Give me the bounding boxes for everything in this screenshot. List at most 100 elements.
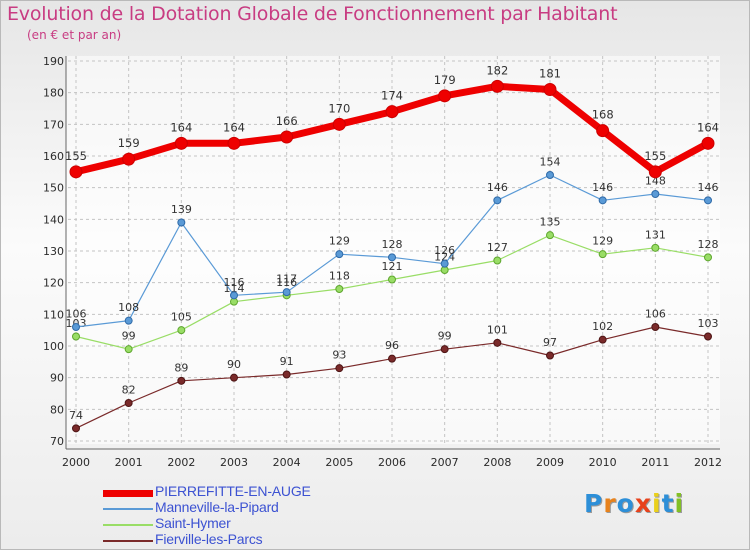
data-label-saint-hymer: 129 [592, 235, 613, 248]
data-point-manneville-la-pipard [388, 253, 396, 262]
y-tick-label: 140 [43, 213, 64, 226]
y-tick-label: 120 [43, 277, 64, 290]
y-tick-label: 190 [43, 55, 64, 68]
data-label-saint-hymer: 105 [171, 311, 192, 324]
data-point-pierrefitte-en-auge [227, 136, 241, 150]
data-label-pierrefitte-en-auge: 159 [118, 136, 140, 150]
data-label-fierville-les-parcs: 96 [385, 339, 399, 352]
data-label-fierville-les-parcs: 97 [543, 336, 557, 349]
legend-swatch [103, 508, 153, 510]
data-label-fierville-les-parcs: 101 [487, 323, 508, 336]
data-label-pierrefitte-en-auge: 166 [276, 114, 298, 128]
data-label-manneville-la-pipard: 154 [540, 156, 561, 169]
x-tick-label: 2011 [641, 456, 669, 469]
data-label-pierrefitte-en-auge: 164 [170, 120, 192, 134]
data-point-manneville-la-pipard [124, 316, 133, 325]
x-tick-label: 2007 [431, 456, 459, 469]
data-point-fierville-les-parcs [230, 373, 238, 382]
data-point-fierville-les-parcs [704, 332, 712, 341]
data-point-manneville-la-pipard [335, 250, 344, 259]
data-label-saint-hymer: 114 [224, 282, 245, 295]
data-point-manneville-la-pipard [546, 171, 554, 179]
data-point-manneville-la-pipard [72, 323, 80, 331]
data-label-fierville-les-parcs: 93 [332, 349, 346, 362]
data-point-fierville-les-parcs [335, 364, 344, 373]
y-tick-label: 150 [43, 182, 64, 195]
data-point-pierrefitte-en-auge [174, 136, 188, 150]
data-label-manneville-la-pipard: 106 [66, 308, 87, 321]
data-label-pierrefitte-en-auge: 182 [486, 63, 508, 77]
data-point-pierrefitte-en-auge [543, 83, 557, 96]
chart-subtitle: (en € et par an) [27, 28, 122, 42]
data-label-saint-hymer: 128 [698, 238, 719, 251]
data-label-manneville-la-pipard: 146 [487, 181, 508, 194]
data-label-saint-hymer: 118 [329, 270, 350, 283]
data-label-fierville-les-parcs: 106 [645, 308, 666, 321]
proxiti-logo: Proxiti [584, 489, 685, 518]
data-label-pierrefitte-en-auge: 164 [223, 120, 245, 134]
y-tick-label: 90 [50, 372, 64, 385]
data-point-pierrefitte-en-auge [122, 152, 136, 166]
chart-title: Evolution de la Dotation Globale de Fonc… [7, 3, 618, 25]
data-point-saint-hymer [546, 231, 554, 240]
x-tick-label: 2002 [167, 456, 195, 469]
data-label-pierrefitte-en-auge: 168 [592, 108, 614, 122]
legend-swatch [103, 540, 153, 542]
data-label-pierrefitte-en-auge: 170 [328, 101, 350, 115]
data-label-pierrefitte-en-auge: 155 [65, 149, 87, 163]
data-label-manneville-la-pipard: 108 [118, 301, 139, 314]
data-point-pierrefitte-en-auge [596, 124, 610, 138]
data-point-pierrefitte-en-auge [332, 117, 346, 131]
data-label-saint-hymer: 99 [122, 330, 136, 343]
data-point-pierrefitte-en-auge [69, 165, 83, 179]
data-point-fierville-les-parcs [124, 399, 133, 407]
x-tick-label: 2012 [694, 456, 722, 469]
data-point-manneville-la-pipard [704, 196, 712, 205]
data-label-fierville-les-parcs: 99 [438, 330, 452, 343]
data-point-saint-hymer [493, 256, 502, 265]
data-point-pierrefitte-en-auge [280, 130, 294, 144]
data-label-manneville-la-pipard: 129 [329, 235, 350, 248]
x-tick-label: 2000 [62, 456, 90, 469]
x-tick-label: 2009 [536, 456, 564, 469]
data-point-manneville-la-pipard [493, 196, 502, 205]
data-label-fierville-les-parcs: 102 [592, 320, 613, 333]
data-label-manneville-la-pipard: 126 [434, 244, 455, 257]
x-tick-label: 2004 [273, 456, 301, 469]
data-label-manneville-la-pipard: 117 [276, 273, 297, 286]
x-tick-label: 2003 [220, 456, 248, 469]
data-point-fierville-les-parcs [651, 323, 660, 331]
data-label-manneville-la-pipard: 116 [224, 276, 245, 289]
legend-swatch [103, 524, 153, 526]
data-label-pierrefitte-en-auge: 181 [539, 67, 561, 81]
legend-label: Saint-Hymer [155, 515, 231, 531]
data-point-manneville-la-pipard [177, 218, 186, 227]
y-tick-label: 110 [43, 308, 64, 321]
data-label-pierrefitte-en-auge: 164 [697, 120, 719, 134]
data-point-fierville-les-parcs [388, 354, 396, 363]
data-point-saint-hymer [704, 253, 712, 262]
data-point-manneville-la-pipard [282, 288, 291, 297]
data-point-saint-hymer [177, 326, 186, 335]
data-point-saint-hymer [72, 332, 80, 341]
data-label-saint-hymer: 131 [645, 228, 666, 241]
data-label-manneville-la-pipard: 146 [592, 181, 613, 194]
x-tick-label: 2001 [115, 456, 143, 469]
data-label-manneville-la-pipard: 128 [382, 238, 403, 251]
data-point-manneville-la-pipard [598, 196, 607, 205]
data-label-manneville-la-pipard: 146 [698, 181, 719, 194]
data-point-saint-hymer [651, 243, 660, 252]
data-label-fierville-les-parcs: 82 [122, 384, 136, 397]
legend-label: Manneville-la-Pipard [155, 499, 279, 515]
data-point-pierrefitte-en-auge [648, 165, 662, 179]
x-tick-label: 2006 [378, 456, 406, 469]
data-label-saint-hymer: 121 [382, 260, 403, 273]
data-point-pierrefitte-en-auge [701, 136, 715, 150]
y-tick-label: 180 [43, 87, 64, 100]
data-point-pierrefitte-en-auge [438, 89, 452, 103]
data-point-manneville-la-pipard [230, 291, 238, 300]
data-point-pierrefitte-en-auge [490, 79, 504, 93]
data-point-fierville-les-parcs [546, 351, 554, 360]
data-label-pierrefitte-en-auge: 155 [644, 149, 666, 163]
